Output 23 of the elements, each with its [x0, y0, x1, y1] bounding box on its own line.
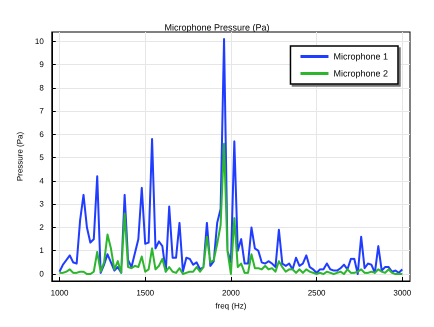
- y-tick-label: 7: [39, 106, 44, 116]
- y-tick-label: 4: [39, 176, 44, 186]
- y-tick-label: 1: [39, 246, 44, 256]
- x-tick-label: 1000: [50, 288, 69, 298]
- x-tick-label: 2500: [308, 288, 326, 298]
- line-series: [58, 38, 404, 276]
- y-tick-label: 9: [39, 60, 44, 70]
- y-tick-label: 2: [39, 222, 44, 232]
- legend-label: Microphone 1: [333, 52, 388, 62]
- legend-label: Microphone 2: [333, 68, 388, 78]
- chart-title: Microphone Pressure (Pa): [164, 22, 270, 32]
- line-series: [58, 142, 404, 276]
- y-tick-label: 8: [39, 83, 44, 92]
- x-tick-label: 2000: [222, 288, 240, 298]
- x-axis-title: freq (Hz): [215, 301, 247, 310]
- y-tick-label: 5: [39, 153, 44, 162]
- y-tick-label: 10: [34, 36, 44, 46]
- y-tick-label: 3: [39, 200, 44, 209]
- x-tick-label: 3000: [393, 288, 412, 298]
- y-tick-label: 0: [39, 270, 44, 279]
- y-axis-title: Pressure (Pa): [16, 131, 24, 182]
- x-tick-label: 1500: [136, 288, 155, 298]
- y-tick-label: 6: [39, 130, 44, 139]
